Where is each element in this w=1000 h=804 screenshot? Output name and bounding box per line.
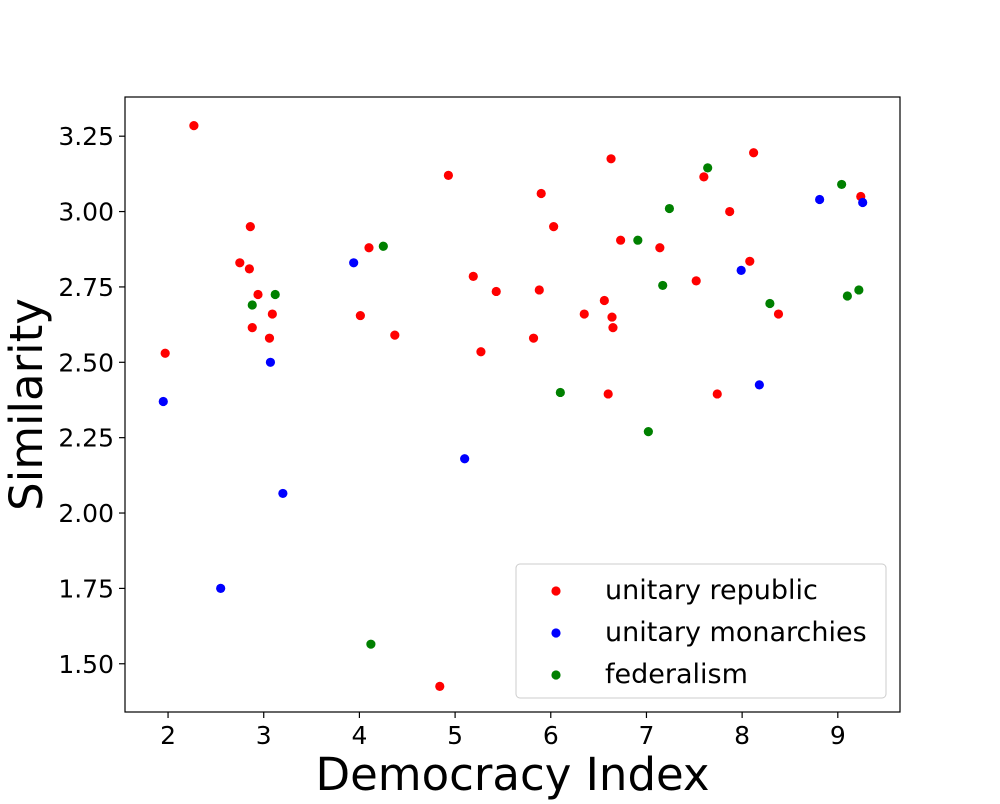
x-tick-label: 9 (830, 721, 846, 750)
data-point (536, 188, 546, 199)
data-point (443, 170, 453, 180)
legend-box (515, 563, 887, 699)
data-point (366, 639, 376, 649)
data-point (534, 285, 544, 295)
plot-frame (124, 96, 901, 713)
data-point (267, 309, 277, 319)
data-point (278, 488, 288, 499)
legend-marker (551, 586, 561, 596)
data-point (158, 396, 168, 407)
y-axis: 1.50 1.75 2.00 2.25 2.50 2.75 3.00 3.25 (58, 122, 125, 679)
data-point (699, 172, 709, 182)
legend-items: unitary republic unitary monarchies federa… (551, 575, 867, 690)
data-point (616, 235, 626, 245)
data-point (773, 309, 784, 319)
data-point (599, 295, 609, 306)
legend: unitary republic unitary monarchies federa… (515, 563, 887, 699)
data-point (476, 347, 486, 357)
data-point (854, 285, 864, 295)
data-point (390, 330, 400, 340)
data-point (703, 163, 713, 173)
data-point (608, 323, 618, 333)
data-point (765, 298, 775, 309)
data-point (235, 258, 245, 268)
data-point (606, 154, 616, 164)
data-point (364, 243, 374, 253)
legend-label: unitary monarchies (605, 617, 867, 648)
x-tick-label: 3 (256, 721, 272, 750)
data-point (247, 323, 257, 333)
y-tick-label: 2.25 (58, 424, 114, 453)
data-point (655, 243, 665, 253)
x-tick-label: 2 (160, 721, 176, 750)
data-point (754, 380, 764, 390)
x-axis-label: Democracy Index (315, 748, 709, 800)
x-axis: 2 3 4 5 6 7 8 9 (160, 712, 846, 750)
data-point (607, 312, 617, 322)
data-point (349, 258, 359, 268)
y-tick-label: 3.25 (58, 122, 114, 151)
data-point (858, 197, 868, 208)
data-point (549, 222, 559, 232)
y-tick-label: 1.75 (58, 574, 114, 603)
data-point (491, 286, 501, 297)
data-point (244, 264, 254, 274)
data-point (435, 681, 445, 691)
x-tick-label: 5 (447, 721, 463, 750)
x-tick-label: 8 (734, 721, 750, 750)
data-point (643, 427, 653, 437)
data-point (264, 333, 275, 343)
y-tick-label: 3.00 (58, 198, 114, 227)
data-point (468, 271, 478, 281)
data-point (736, 265, 746, 275)
data-point (355, 310, 365, 321)
data-point (633, 235, 643, 245)
data-point (555, 387, 565, 398)
x-tick-label: 4 (351, 721, 367, 750)
y-axis-label: Similarity (0, 298, 53, 511)
legend-marker (551, 628, 561, 638)
x-tick-label: 7 (638, 721, 654, 750)
data-point (460, 454, 470, 464)
data-point (160, 348, 170, 358)
data-point (725, 206, 735, 217)
data-point (837, 179, 847, 190)
data-point (528, 333, 539, 343)
data-point (216, 583, 226, 593)
data-point (378, 241, 388, 251)
legend-label: federalism (605, 659, 748, 690)
data-point (603, 389, 613, 399)
legend-label: unitary republic (605, 575, 818, 606)
data-point (815, 194, 825, 205)
points-layer (158, 121, 868, 691)
y-tick-label: 2.00 (58, 499, 114, 528)
x-tick-label: 6 (543, 721, 559, 750)
data-point (579, 309, 589, 319)
data-point (265, 357, 276, 367)
data-point (745, 256, 755, 266)
data-point (253, 289, 263, 300)
y-tick-label: 2.75 (58, 273, 114, 302)
legend-marker (551, 670, 561, 680)
y-tick-label: 1.50 (58, 650, 114, 679)
data-point (245, 222, 255, 232)
data-point (691, 276, 701, 286)
data-point (664, 203, 675, 214)
data-point (658, 280, 668, 291)
data-point (712, 389, 722, 399)
data-point (189, 121, 199, 131)
data-point (842, 291, 852, 301)
data-point (247, 300, 257, 310)
y-tick-label: 2.50 (58, 348, 114, 377)
data-point (749, 148, 759, 158)
data-point (270, 289, 280, 300)
